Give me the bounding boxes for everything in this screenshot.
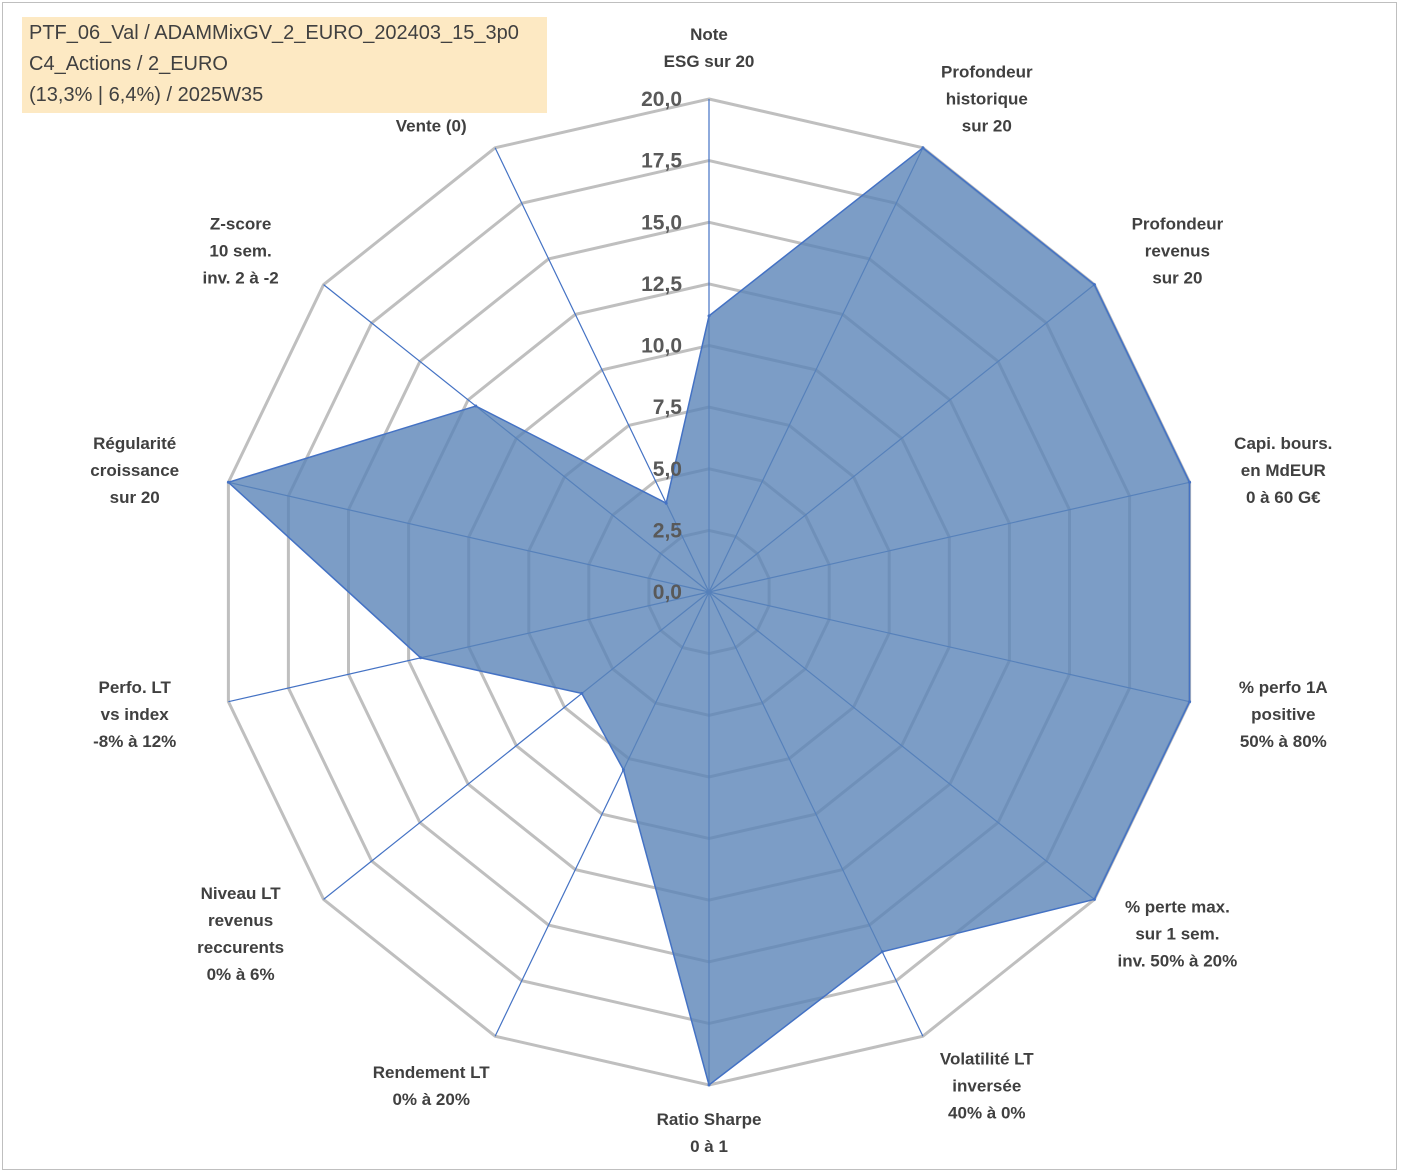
radial-tick-labels: 0,0 2,5 5,0 7,5 10,0 12,5 15,0 17,5 20,0 [641, 88, 682, 604]
axis-label: Z-score 10 sem. inv. 2 à -2 [202, 214, 278, 287]
radar-series [226, 146, 1192, 1087]
tick-label: 20,0 [641, 88, 682, 111]
axis-label: Rendement LT 0% à 20% [373, 1063, 490, 1109]
tick-label: 12,5 [641, 273, 682, 296]
data-point [1188, 480, 1192, 484]
tick-label: 0,0 [653, 581, 682, 604]
axis-label: Ratio Sharpe 0 à 1 [657, 1110, 762, 1156]
axis-label: % perfo 1A positive 50% à 80% [1239, 678, 1328, 751]
data-point [621, 768, 625, 772]
data-point [707, 314, 711, 318]
tick-label: 7,5 [653, 396, 683, 419]
axis-label: Niveau LT revenus reccurents 0% à 6% [197, 884, 284, 984]
data-point [664, 501, 668, 505]
info-line-category: C4_Actions / 2_EURO [29, 53, 228, 75]
axis-label: Volatilité LT inversée 40% à 0% [940, 1050, 1034, 1123]
data-point [1092, 897, 1096, 901]
tick-label: 17,5 [641, 150, 682, 173]
axis-label: Profondeur historique sur 20 [941, 62, 1033, 135]
axis-label: Note ESG sur 20 [664, 25, 755, 71]
data-point [226, 480, 230, 484]
axis-label: Perfo. LT vs index -8% à 12% [93, 678, 176, 751]
tick-label: 2,5 [653, 519, 683, 542]
data-point [1188, 700, 1192, 704]
axis-label: Capi. bours. en MdEUR 0 à 60 G€ [1234, 434, 1332, 507]
info-line-portfolio: PTF_06_Val / ADAMMixGV_2_EURO_202403_15_… [29, 22, 519, 44]
tick-label: 15,0 [641, 211, 682, 234]
data-point [419, 656, 423, 660]
data-point [1092, 283, 1096, 287]
data-point [580, 691, 584, 695]
axis-label: % perte max. sur 1 sem. inv. 50% à 20% [1118, 898, 1238, 971]
axis-label: Régularité croissance sur 20 [90, 434, 179, 507]
info-line-stats: (13,3% | 6,4%) / 2025W35 [29, 84, 264, 106]
data-point [707, 1083, 711, 1087]
axis-labels: Note ESG sur 20 Profondeur historique sur 20… [90, 25, 1332, 1156]
data-point [880, 950, 884, 954]
tick-label: 5,0 [653, 458, 682, 481]
data-point [474, 404, 478, 408]
data-point [921, 146, 925, 150]
tick-label: 10,0 [641, 335, 682, 358]
info-box: PTF_06_Val / ADAMMixGV_2_EURO_202403_15_… [22, 17, 547, 113]
axis-label: Profondeur revenus sur 20 [1132, 214, 1224, 287]
